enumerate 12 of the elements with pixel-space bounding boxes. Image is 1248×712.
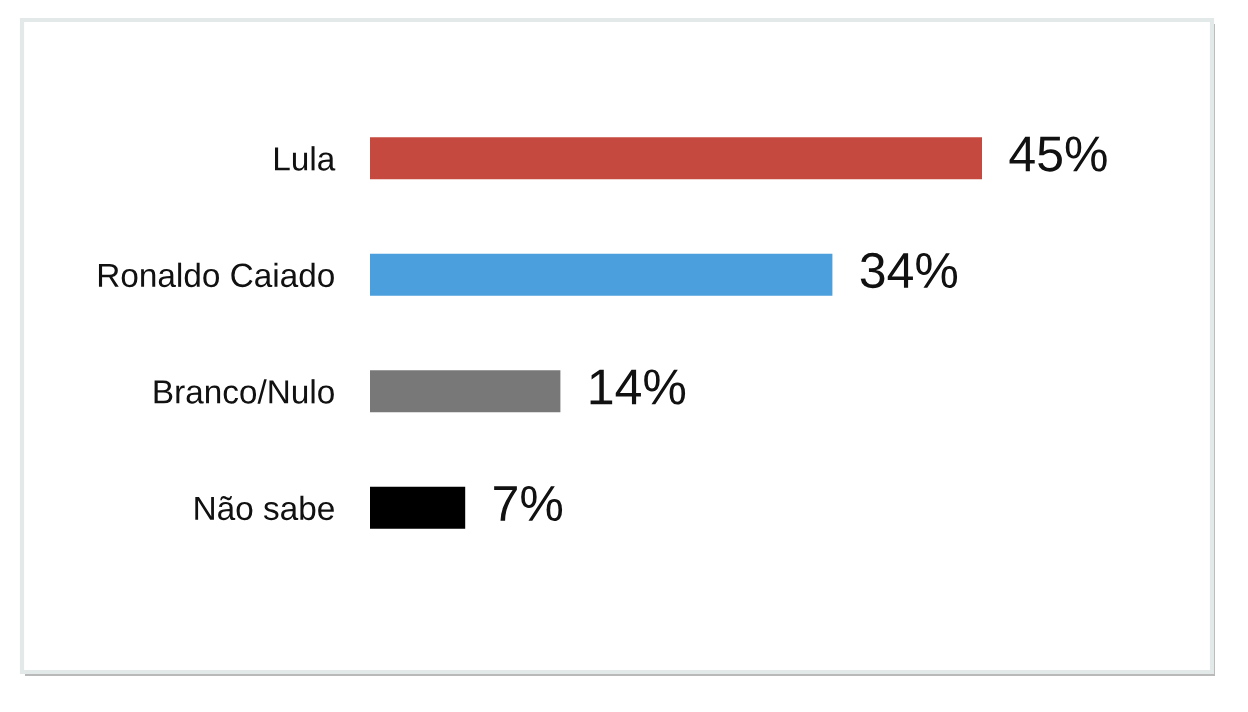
y-tick-label: Lula [275,146,336,171]
bar [370,137,982,180]
data-label: 14% [590,369,686,405]
data-label: 7% [494,485,563,521]
bar [370,253,833,296]
y-tick-label: Ronaldo Caiado [98,262,334,288]
data-label: 34% [860,252,958,289]
data-label: 45% [1009,136,1107,172]
bar [370,370,561,413]
bar [370,486,466,529]
y-tick-label: Não sabe [195,495,334,521]
y-tick-label: Branco/Nulo [154,379,334,404]
